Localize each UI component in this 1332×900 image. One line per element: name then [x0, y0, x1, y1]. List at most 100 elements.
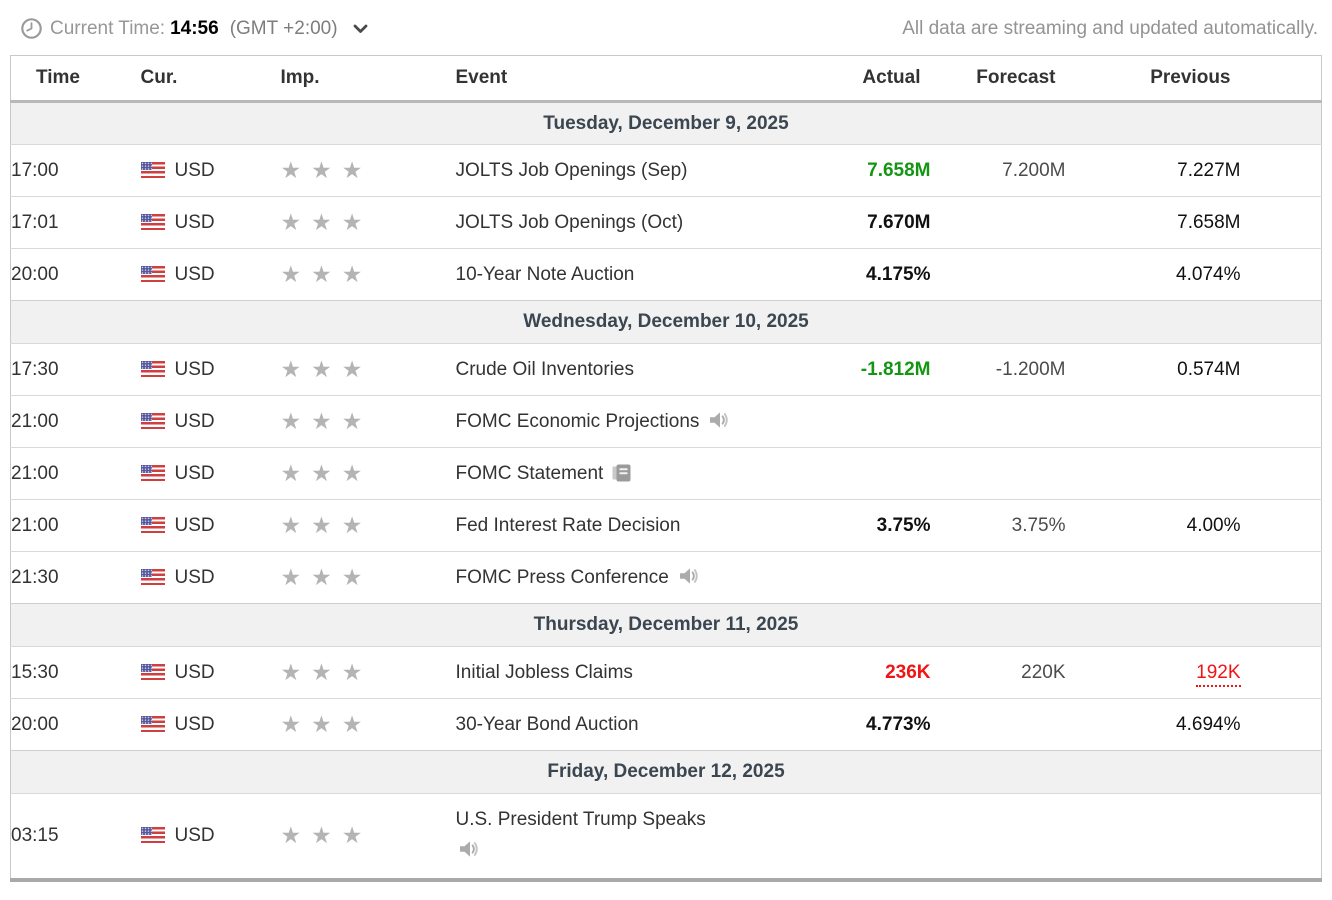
forecast-value	[930, 196, 1066, 249]
previous-value-text: 7.658M	[1177, 211, 1241, 233]
row-spacer	[1240, 196, 1322, 249]
event-time: 03:15	[10, 793, 141, 880]
event-row: 21:00 USD ★★★ FOMC Economic Projections	[10, 395, 1322, 448]
event-name-link[interactable]: Fed Interest Rate Decision	[455, 514, 681, 536]
us-flag-icon	[140, 265, 165, 282]
us-flag-icon	[140, 663, 165, 680]
event-time: 15:30	[10, 646, 141, 699]
streaming-note: All data are streaming and updated autom…	[902, 17, 1318, 39]
forecast-value	[930, 248, 1066, 301]
previous-value: 7.227M	[1065, 144, 1241, 197]
event-currency: USD	[140, 196, 281, 249]
speaker-icon[interactable]	[708, 410, 731, 430]
forecast-value	[930, 551, 1066, 604]
currency-code: USD	[174, 358, 215, 380]
importance-stars-icon: ★★★	[280, 564, 373, 590]
event-importance: ★★★	[280, 343, 456, 396]
event-currency: USD	[140, 646, 281, 699]
importance-stars-icon: ★★★	[280, 822, 373, 849]
event-cell: Crude Oil Inventories	[455, 343, 801, 396]
event-currency: USD	[140, 793, 281, 880]
event-name-link[interactable]: FOMC Economic Projections	[455, 411, 700, 432]
currency-code: USD	[174, 410, 215, 432]
actual-value	[800, 447, 931, 500]
topbar: Current Time: 14:56 (GMT +2:00) All data …	[0, 0, 1332, 55]
event-name-link[interactable]: Initial Jobless Claims	[455, 661, 633, 683]
day-header-row: Thursday, December 11, 2025	[10, 603, 1322, 647]
report-icon[interactable]	[612, 464, 632, 482]
column-header-currency: Cur.	[140, 55, 281, 103]
importance-stars-icon: ★★★	[280, 157, 373, 183]
column-header-importance: Imp.	[280, 55, 456, 103]
us-flag-icon	[140, 516, 165, 533]
calendar-body: Tuesday, December 9, 2025 17:00 USD ★★★ JOLT…	[10, 101, 1322, 880]
event-importance: ★★★	[280, 551, 456, 604]
previous-value: 4.694%	[1065, 698, 1241, 751]
day-header-label: Friday, December 12, 2025	[10, 750, 1322, 794]
event-name-link[interactable]: 10-Year Note Auction	[455, 263, 635, 285]
speaker-icon[interactable]	[678, 566, 701, 586]
chevron-down-icon[interactable]	[353, 24, 368, 34]
speaker-icon[interactable]	[458, 839, 481, 859]
event-currency: USD	[140, 248, 281, 301]
event-cell: FOMC Economic Projections	[455, 395, 801, 448]
us-flag-icon	[140, 715, 165, 732]
event-cell: JOLTS Job Openings (Oct)	[455, 196, 801, 249]
event-currency: USD	[140, 343, 281, 396]
event-importance: ★★★	[280, 248, 456, 301]
currency-code: USD	[174, 211, 215, 233]
event-name-link[interactable]: FOMC Statement	[455, 462, 604, 484]
actual-value: 7.658M	[800, 144, 931, 197]
event-importance: ★★★	[280, 698, 456, 751]
event-row: 21:00 USD ★★★ Fed Interest Rate Decision 3.7…	[10, 499, 1322, 552]
event-cell: Initial Jobless Claims	[455, 646, 801, 699]
column-header-row: Time Cur. Imp. Event Actual Forecast Pre…	[10, 55, 1322, 103]
us-flag-icon	[140, 161, 165, 178]
event-time: 17:00	[10, 144, 141, 197]
row-spacer	[1240, 646, 1322, 699]
event-time: 17:01	[10, 196, 141, 249]
actual-value: 4.175%	[800, 248, 931, 301]
event-time: 21:00	[10, 499, 141, 552]
row-spacer	[1240, 551, 1322, 604]
event-name-link[interactable]: FOMC Press Conference	[455, 567, 669, 588]
column-header-previous: Previous	[1065, 55, 1241, 103]
current-time-selector[interactable]: Current Time: 14:56 (GMT +2:00)	[20, 17, 368, 40]
event-currency: USD	[140, 551, 281, 604]
event-importance: ★★★	[280, 144, 456, 197]
row-spacer	[1240, 499, 1322, 552]
row-spacer	[1240, 144, 1322, 197]
row-spacer	[1240, 698, 1322, 751]
current-time-label: Current Time:	[50, 17, 166, 39]
previous-value-text: 4.074%	[1176, 263, 1241, 285]
event-cell: FOMC Press Conference	[455, 551, 801, 604]
importance-stars-icon: ★★★	[280, 356, 373, 382]
event-name-link[interactable]: U.S. President Trump Speaks	[455, 809, 706, 831]
day-header-label: Wednesday, December 10, 2025	[10, 300, 1322, 344]
previous-revised-value[interactable]: 192K	[1196, 661, 1241, 687]
event-cell: 30-Year Bond Auction	[455, 698, 801, 751]
importance-stars-icon: ★★★	[280, 512, 373, 538]
importance-stars-icon: ★★★	[280, 408, 373, 434]
event-row: 21:00 USD ★★★ FOMC Statement	[10, 447, 1322, 500]
forecast-value: 7.200M	[930, 144, 1066, 197]
event-cell: JOLTS Job Openings (Sep)	[455, 144, 801, 197]
previous-value	[1065, 793, 1241, 880]
forecast-value: 220K	[930, 646, 1066, 699]
event-name-link[interactable]: 30-Year Bond Auction	[455, 713, 639, 735]
us-flag-icon	[140, 412, 165, 429]
forecast-value	[930, 698, 1066, 751]
event-time: 20:00	[10, 248, 141, 301]
clock-icon	[21, 18, 42, 39]
previous-value	[1065, 447, 1241, 500]
event-row: 03:15 USD ★★★ U.S. President Trump Speaks	[10, 793, 1322, 880]
currency-code: USD	[174, 514, 215, 536]
event-importance: ★★★	[280, 196, 456, 249]
event-row: 15:30 USD ★★★ Initial Jobless Claims 236K 220…	[10, 646, 1322, 699]
column-header-event: Event	[455, 55, 801, 103]
event-name-link[interactable]: JOLTS Job Openings (Sep)	[455, 159, 688, 181]
event-name-link[interactable]: JOLTS Job Openings (Oct)	[455, 211, 684, 233]
event-name-link[interactable]: Crude Oil Inventories	[455, 358, 634, 380]
currency-code: USD	[174, 566, 215, 588]
previous-value: 192K	[1065, 646, 1241, 699]
